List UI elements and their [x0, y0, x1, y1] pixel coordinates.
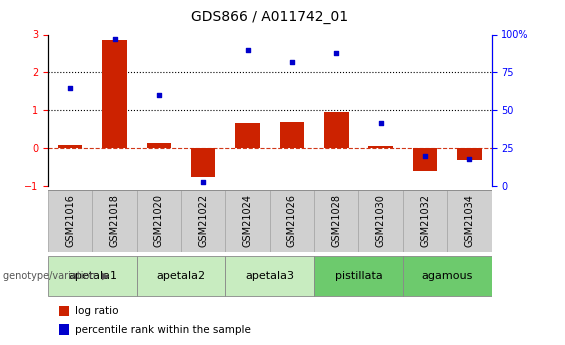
Bar	[280, 122, 304, 148]
Text: GSM21034: GSM21034	[464, 194, 475, 247]
Bar	[270, 190, 314, 252]
Text: agamous: agamous	[421, 271, 473, 281]
Bar	[147, 143, 171, 148]
Text: log ratio: log ratio	[75, 306, 119, 316]
Bar	[48, 190, 93, 252]
Point	[154, 92, 163, 98]
Text: GSM21018: GSM21018	[110, 194, 120, 247]
Text: percentile rank within the sample: percentile rank within the sample	[75, 325, 251, 335]
Bar	[236, 122, 260, 148]
Bar	[58, 145, 82, 148]
Text: pistillata: pistillata	[334, 271, 383, 281]
Bar	[137, 256, 225, 296]
Bar	[137, 190, 181, 252]
Point	[376, 120, 385, 125]
Bar	[413, 148, 437, 171]
Bar	[191, 148, 215, 177]
Point	[110, 36, 119, 42]
Bar	[314, 256, 403, 296]
Bar	[447, 190, 492, 252]
Bar	[457, 148, 481, 160]
Point	[66, 85, 75, 90]
Point	[199, 179, 208, 185]
Bar	[358, 190, 403, 252]
Bar	[314, 190, 358, 252]
Point	[243, 47, 252, 52]
Point	[465, 156, 474, 162]
Text: GSM21030: GSM21030	[376, 194, 386, 247]
Text: GSM21028: GSM21028	[331, 194, 341, 247]
Text: GSM21020: GSM21020	[154, 194, 164, 247]
Text: apetala2: apetala2	[157, 271, 206, 281]
Text: GSM21026: GSM21026	[287, 194, 297, 247]
Bar	[403, 256, 492, 296]
Point	[420, 153, 429, 159]
Text: genotype/variation  ▶: genotype/variation ▶	[3, 271, 109, 281]
Point	[332, 50, 341, 56]
Text: apetala1: apetala1	[68, 271, 117, 281]
Bar	[225, 190, 270, 252]
Text: GSM21016: GSM21016	[65, 194, 75, 247]
Text: GSM21022: GSM21022	[198, 194, 208, 247]
Bar	[181, 190, 225, 252]
Text: GSM21032: GSM21032	[420, 194, 430, 247]
Bar	[403, 190, 447, 252]
Bar	[48, 256, 137, 296]
Bar	[368, 146, 393, 148]
Bar	[93, 190, 137, 252]
Text: GSM21024: GSM21024	[242, 194, 253, 247]
Text: apetala3: apetala3	[245, 271, 294, 281]
Point	[288, 59, 297, 65]
Bar	[225, 256, 314, 296]
Bar	[324, 112, 349, 148]
Bar	[102, 40, 127, 148]
Text: GDS866 / A011742_01: GDS866 / A011742_01	[191, 10, 349, 24]
